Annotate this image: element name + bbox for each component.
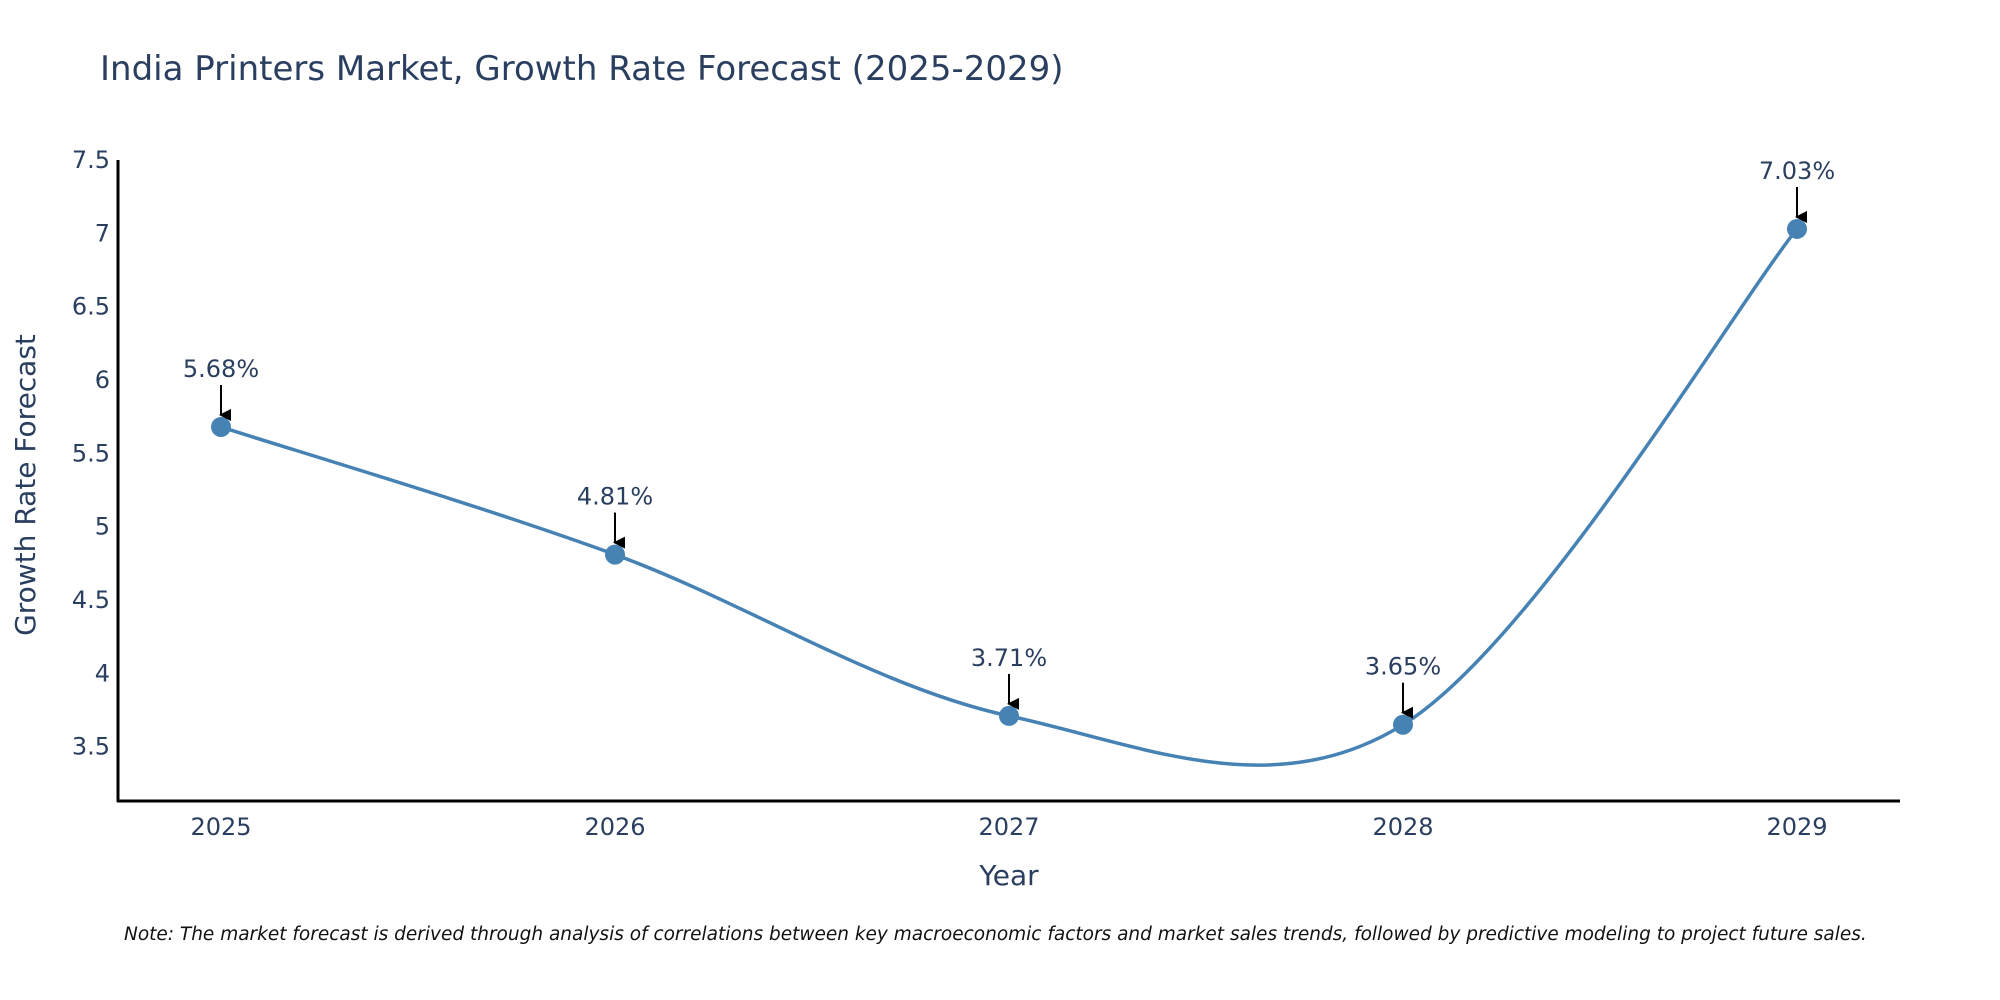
x-axis-title: Year <box>978 859 1039 892</box>
data-label: 3.71% <box>971 644 1047 672</box>
data-point <box>211 416 231 437</box>
data-label: 5.68% <box>183 355 259 383</box>
y-tick-label: 7.5 <box>72 146 110 174</box>
data-label: 4.81% <box>577 483 653 511</box>
y-tick-label: 6.5 <box>72 293 110 321</box>
data-markers <box>211 218 1807 735</box>
x-tick-label: 2025 <box>190 813 251 841</box>
chart-title: India Printers Market, Growth Rate Forec… <box>100 49 1064 89</box>
x-tick-label: 2029 <box>1766 813 1827 841</box>
data-point <box>1787 218 1807 239</box>
y-tick-label: 4.5 <box>72 586 110 614</box>
y-tick-label: 7 <box>95 219 110 247</box>
data-point <box>999 705 1019 726</box>
x-axis-ticks: 2025 2026 2027 2028 2029 <box>190 813 1827 841</box>
data-point <box>1393 714 1413 735</box>
data-label: 3.65% <box>1365 653 1441 681</box>
x-tick-label: 2027 <box>978 813 1039 841</box>
footnote: Note: The market forecast is derived thr… <box>124 924 1867 945</box>
y-tick-label: 5.5 <box>72 439 110 467</box>
y-axis-title: Growth Rate Forecast <box>9 334 42 636</box>
data-point <box>605 544 625 565</box>
y-tick-label: 5 <box>95 513 110 541</box>
x-tick-label: 2028 <box>1372 813 1433 841</box>
data-label: 7.03% <box>1759 157 1835 185</box>
y-tick-label: 6 <box>95 366 110 394</box>
y-axis-ticks: 3.5 4 4.5 5 5.5 6 6.5 7 7.5 <box>72 146 110 761</box>
x-tick-label: 2026 <box>584 813 645 841</box>
data-annotations: 5.68% 4.81% 3.71% 3.65% 7.03% <box>183 157 1835 719</box>
series-line <box>220 227 1799 767</box>
y-tick-label: 4 <box>95 659 110 687</box>
y-tick-label: 3.5 <box>72 733 110 761</box>
